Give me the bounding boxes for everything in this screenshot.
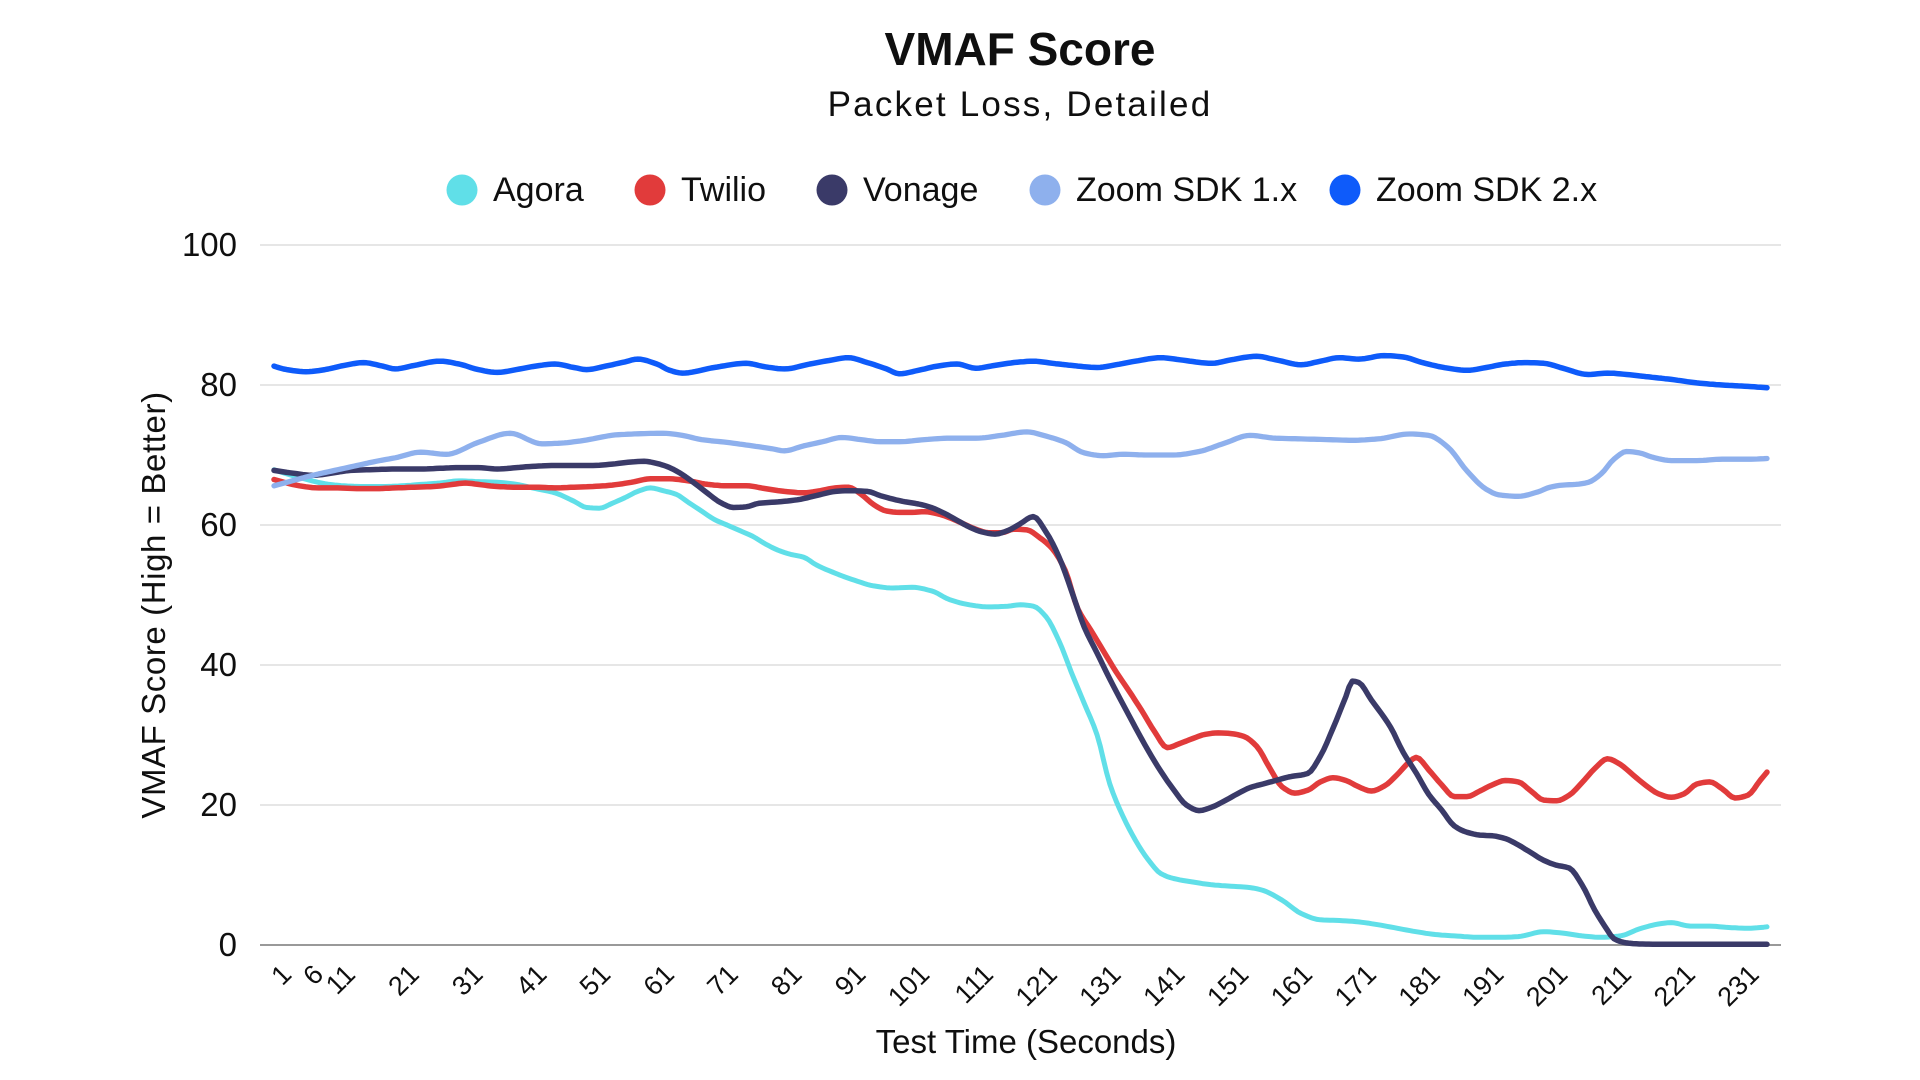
svg-text:Zoom SDK 2.x: Zoom SDK 2.x (1376, 171, 1597, 209)
svg-text:20: 20 (200, 786, 237, 823)
svg-text:60: 60 (200, 506, 237, 543)
svg-text:Twilio: Twilio (681, 171, 766, 209)
svg-text:Agora: Agora (493, 171, 584, 209)
svg-text:100: 100 (182, 226, 237, 263)
svg-text:0: 0 (219, 926, 237, 963)
svg-text:Test Time (Seconds): Test Time (Seconds) (876, 1023, 1177, 1060)
svg-text:40: 40 (200, 646, 237, 683)
svg-text:VMAF Score (High = Better): VMAF Score (High = Better) (135, 391, 172, 818)
svg-text:VMAF Score: VMAF Score (885, 23, 1156, 75)
svg-text:Packet Loss, Detailed: Packet Loss, Detailed (828, 85, 1213, 124)
svg-text:Vonage: Vonage (863, 171, 978, 209)
svg-text:80: 80 (200, 366, 237, 403)
svg-text:Zoom SDK 1.x: Zoom SDK 1.x (1076, 171, 1297, 209)
